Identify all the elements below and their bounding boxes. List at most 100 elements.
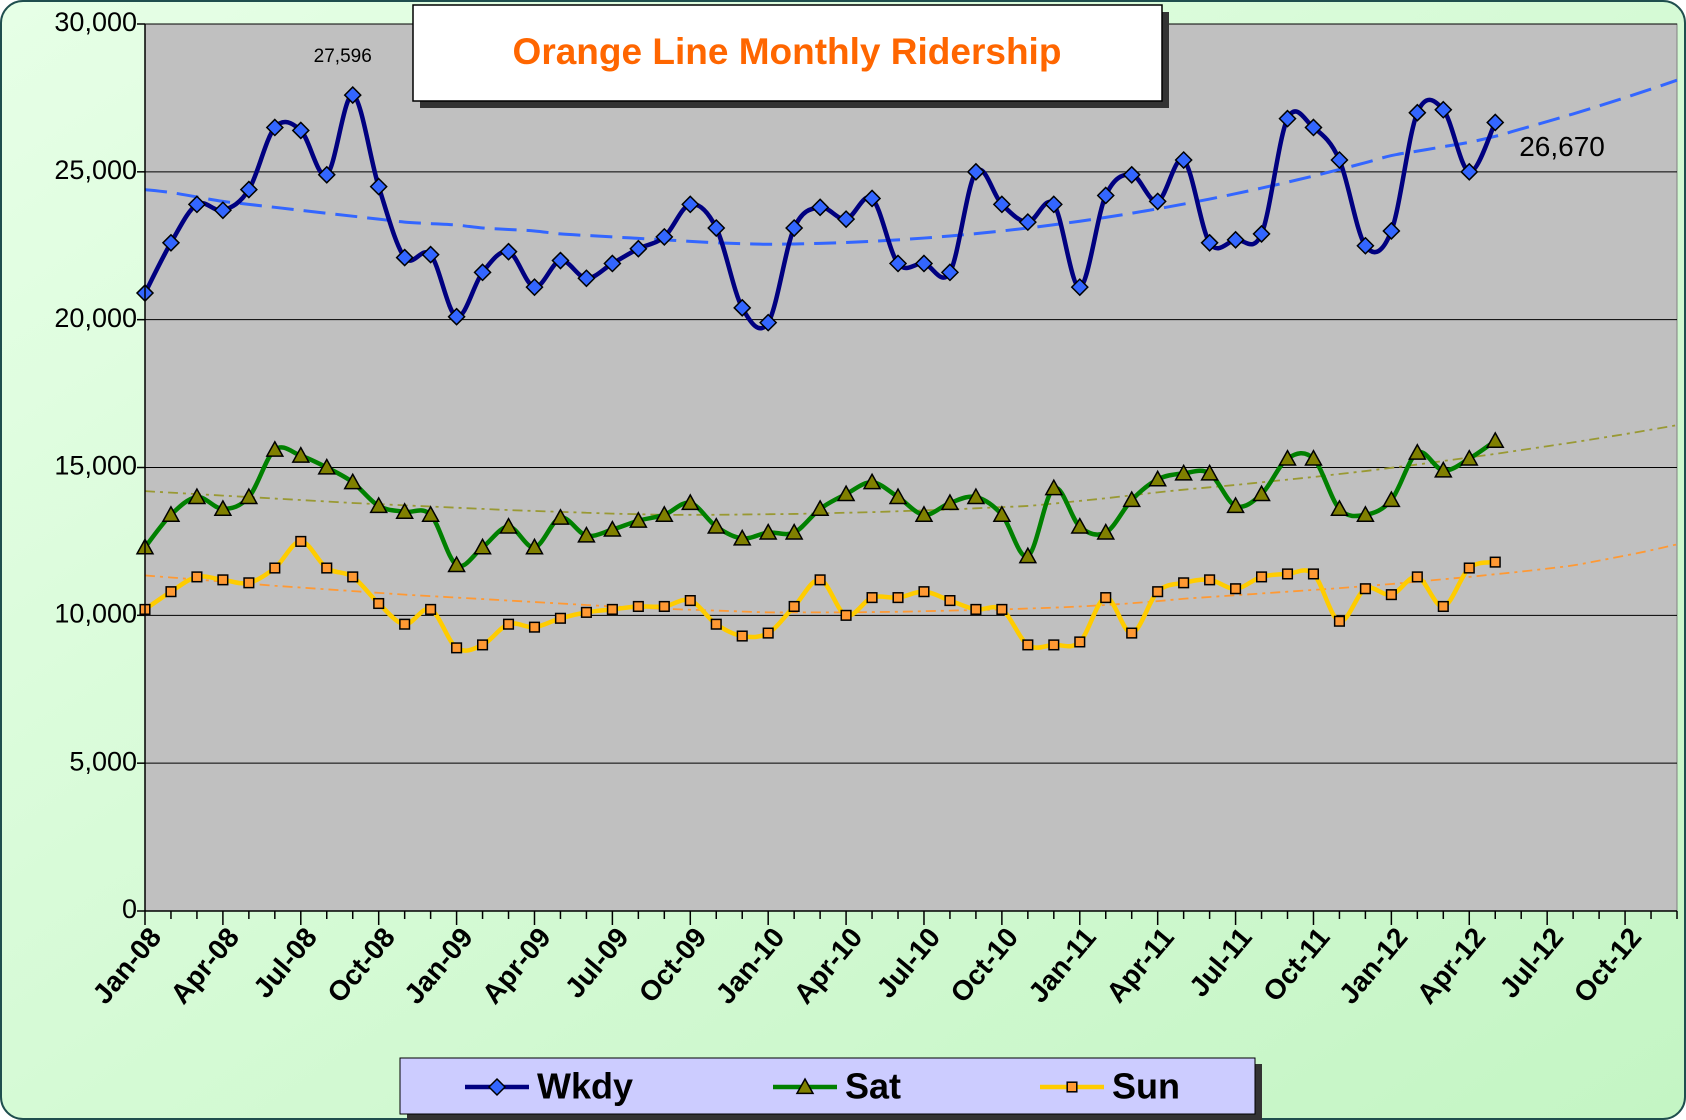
data-point (758, 523, 778, 540)
data-point (317, 457, 337, 475)
data-point (785, 218, 804, 238)
data-point (499, 517, 518, 534)
data-point (269, 562, 281, 574)
data-point (243, 577, 255, 589)
y-tick-label: 15,000 (54, 451, 137, 481)
data-point (1252, 224, 1271, 243)
data-point (1022, 639, 1034, 651)
data-point (291, 121, 310, 140)
data-label: 26,670 (1519, 131, 1605, 162)
legend-label: Sat (845, 1066, 901, 1107)
data-point (1486, 113, 1505, 132)
data-point (1070, 517, 1090, 534)
data-point (1200, 233, 1219, 252)
data-point (421, 245, 440, 264)
data-point (499, 242, 518, 261)
data-point (473, 263, 492, 282)
data-point (343, 86, 362, 105)
data-point (892, 592, 904, 604)
data-point (1463, 562, 1475, 574)
data-point (551, 508, 570, 525)
data-point (658, 600, 670, 613)
data-point (577, 525, 596, 543)
data-point (632, 600, 644, 613)
data-point (1174, 150, 1193, 170)
data-point (944, 595, 956, 607)
data-point (1074, 636, 1086, 648)
data-point (291, 446, 311, 463)
data-point (1122, 490, 1141, 508)
data-point (736, 630, 748, 642)
data-point (502, 618, 515, 630)
data-point (399, 618, 411, 630)
data-point (1148, 469, 1167, 487)
data-point (451, 642, 463, 654)
trendline (144, 424, 1678, 516)
data-point (1226, 496, 1245, 514)
data-point (606, 603, 618, 615)
legend-marker (1066, 1081, 1078, 1093)
data-point (1356, 236, 1375, 255)
data-point (992, 195, 1011, 214)
data-point (373, 597, 385, 610)
data-point (161, 233, 181, 252)
data-point (1096, 523, 1116, 540)
data-point (1382, 490, 1401, 508)
data-point (1096, 186, 1115, 205)
data-point (1304, 449, 1323, 466)
data-point (1044, 195, 1063, 214)
y-tick-label: 20,000 (54, 303, 137, 333)
trendline (144, 78, 1678, 246)
y-tick-label: 25,000 (54, 155, 137, 185)
data-point (862, 472, 882, 490)
data-point (1278, 449, 1297, 466)
data-point (1382, 221, 1401, 241)
data-point (347, 571, 359, 583)
data-point (213, 201, 232, 220)
data-point (1459, 449, 1479, 466)
legend-marker (795, 1077, 815, 1095)
data-point (1100, 592, 1112, 604)
data-point (1434, 100, 1453, 119)
data-point (966, 162, 985, 181)
data-point (706, 517, 726, 534)
data-point (477, 639, 489, 651)
data-point (603, 254, 622, 273)
data-point (395, 248, 414, 267)
data-point (525, 278, 544, 297)
data-point (187, 195, 206, 214)
data-point (187, 487, 207, 505)
data-point (239, 180, 258, 199)
data-point (966, 487, 986, 505)
data-point (343, 472, 363, 490)
data-point (810, 499, 830, 517)
data-point (447, 555, 466, 573)
data-point (265, 440, 285, 457)
data-point (580, 606, 592, 618)
data-point (840, 609, 852, 621)
data-point (528, 621, 541, 633)
data-point (710, 618, 722, 630)
data-point (1356, 505, 1375, 522)
data-point (1044, 478, 1064, 496)
data-point (684, 595, 696, 607)
legend-marker (487, 1077, 507, 1097)
data-point (369, 496, 388, 514)
data-point (970, 603, 982, 615)
data-point (1048, 639, 1060, 651)
data-point (814, 574, 826, 586)
data-point (732, 528, 752, 546)
data-point (1255, 571, 1268, 583)
y-tick-label: 5,000 (69, 746, 137, 776)
data-point (888, 254, 908, 273)
y-tick-label: 10,000 (54, 598, 137, 628)
series-line (143, 92, 1498, 331)
data-point (996, 603, 1008, 615)
data-point (321, 562, 333, 574)
data-point (1178, 577, 1190, 589)
data-point (577, 269, 596, 288)
data-point (1174, 463, 1193, 481)
data-point (1434, 460, 1453, 478)
data-point (1333, 615, 1345, 627)
